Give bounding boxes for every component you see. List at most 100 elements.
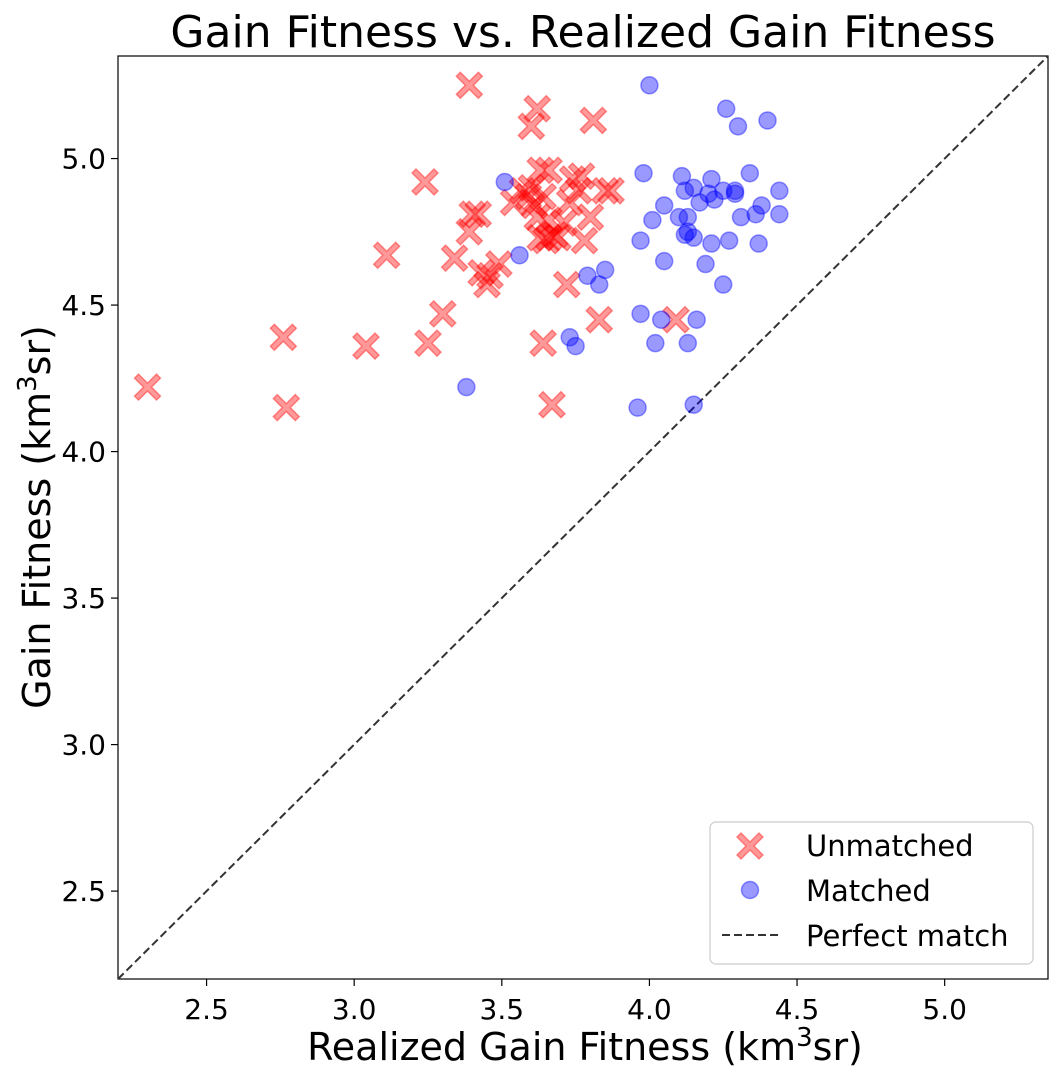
unmatched-point bbox=[458, 200, 487, 229]
unmatched-point bbox=[428, 299, 457, 328]
y-axis: 2.5 3.0 3.5 4.0 4.5 5.0 bbox=[61, 143, 118, 908]
unmatched-point bbox=[537, 390, 567, 419]
unmatched-point bbox=[455, 71, 484, 100]
unmatched-point bbox=[526, 156, 555, 185]
x-tick-label: 5.0 bbox=[922, 993, 967, 1026]
unmatched-point bbox=[555, 188, 584, 217]
unmatched-point bbox=[475, 261, 505, 290]
matched-point bbox=[758, 111, 777, 130]
unmatched-point bbox=[467, 258, 496, 287]
matched-point bbox=[702, 234, 721, 253]
unmatched-point bbox=[661, 305, 691, 334]
unmatched-point bbox=[549, 208, 578, 238]
matched-point bbox=[675, 181, 695, 201]
unmatched-point bbox=[514, 182, 543, 211]
matched-point bbox=[716, 99, 736, 118]
unmatched-point bbox=[464, 200, 493, 229]
matched-point bbox=[654, 251, 674, 271]
matched-point bbox=[728, 117, 748, 136]
unmatched-point bbox=[508, 176, 537, 205]
x-tick-label: 3.5 bbox=[480, 993, 525, 1026]
matched-point bbox=[678, 207, 698, 227]
x-tick-label: 4.0 bbox=[627, 993, 672, 1026]
unmatched-point bbox=[529, 329, 558, 358]
matched-point bbox=[770, 181, 789, 201]
x-tick-label: 2.5 bbox=[184, 993, 229, 1026]
unmatched-point bbox=[133, 373, 162, 402]
legend-matched-marker bbox=[740, 880, 760, 900]
perfect-match-line bbox=[117, 55, 1049, 980]
matched-point bbox=[752, 196, 771, 215]
matched-point bbox=[687, 310, 706, 329]
unmatched-point bbox=[534, 156, 564, 185]
unmatched-point bbox=[591, 176, 620, 205]
matched-point bbox=[643, 210, 662, 230]
y-axis-label: Gain Fitness (km3sr) bbox=[13, 325, 59, 709]
matched-point bbox=[719, 231, 739, 250]
matched-point bbox=[589, 275, 609, 294]
matched-point bbox=[684, 178, 703, 198]
matched-point bbox=[678, 333, 698, 353]
matched-point bbox=[705, 190, 724, 209]
y-tick-label: 3.0 bbox=[61, 729, 106, 762]
matched-point bbox=[740, 163, 760, 183]
unmatched-point bbox=[272, 393, 301, 422]
matched-point bbox=[669, 207, 689, 227]
matched-point bbox=[628, 398, 647, 417]
matched-point bbox=[678, 222, 698, 242]
y-tick-label: 4.5 bbox=[61, 289, 106, 322]
matched-point bbox=[595, 260, 615, 280]
matched-point bbox=[651, 310, 671, 329]
matched-point bbox=[646, 333, 665, 353]
matched-point bbox=[713, 275, 733, 294]
unmatched-point bbox=[526, 223, 555, 252]
matched-point bbox=[749, 234, 768, 253]
matched-series bbox=[457, 76, 789, 417]
matched-point bbox=[699, 184, 718, 203]
legend-unmatched-marker bbox=[735, 831, 765, 861]
legend: Unmatched Matched Perfect match bbox=[709, 821, 1034, 965]
matched-point bbox=[510, 246, 529, 265]
unmatched-point bbox=[520, 191, 549, 220]
legend-unmatched-label: Unmatched bbox=[806, 829, 974, 863]
unmatched-point bbox=[440, 244, 469, 273]
unmatched-point bbox=[517, 173, 546, 202]
matched-point bbox=[696, 254, 715, 274]
legend-reference-label: Perfect match bbox=[806, 919, 1009, 953]
matched-point bbox=[654, 196, 674, 215]
unmatched-point bbox=[552, 270, 581, 299]
unmatched-point bbox=[517, 112, 546, 141]
unmatched-point bbox=[523, 203, 552, 232]
unmatched-point bbox=[558, 165, 587, 194]
unmatched-point bbox=[472, 270, 502, 299]
matched-point bbox=[560, 328, 579, 347]
x-axis: 2.5 3.0 3.5 4.0 4.5 5.0 bbox=[184, 979, 967, 1026]
matched-point bbox=[634, 163, 653, 183]
matched-point bbox=[675, 225, 695, 244]
matched-point bbox=[731, 207, 751, 227]
unmatched-point bbox=[413, 329, 443, 358]
unmatched-point bbox=[570, 226, 599, 255]
y-tick-label: 2.5 bbox=[61, 875, 106, 908]
matched-point bbox=[746, 204, 765, 224]
unmatched-point bbox=[596, 176, 626, 205]
matched-point bbox=[690, 193, 709, 212]
unmatched-point bbox=[567, 162, 596, 191]
unmatched-point bbox=[576, 203, 605, 232]
x-tick-label: 4.5 bbox=[775, 993, 820, 1026]
unmatched-point bbox=[534, 206, 564, 235]
unmatched-point bbox=[484, 249, 513, 279]
unmatched-point bbox=[351, 332, 381, 361]
unmatched-point bbox=[523, 94, 552, 123]
unmatched-point bbox=[579, 106, 608, 135]
matched-point bbox=[725, 181, 745, 201]
chart-title: Gain Fitness vs. Realized Gain Fitness bbox=[170, 7, 995, 58]
unmatched-point bbox=[410, 167, 440, 197]
matched-point bbox=[631, 231, 650, 250]
x-tick-label: 3.0 bbox=[332, 993, 377, 1026]
matched-point bbox=[566, 336, 585, 356]
unmatched-point bbox=[540, 220, 570, 249]
matched-point bbox=[725, 184, 745, 203]
unmatched-point bbox=[372, 241, 401, 270]
